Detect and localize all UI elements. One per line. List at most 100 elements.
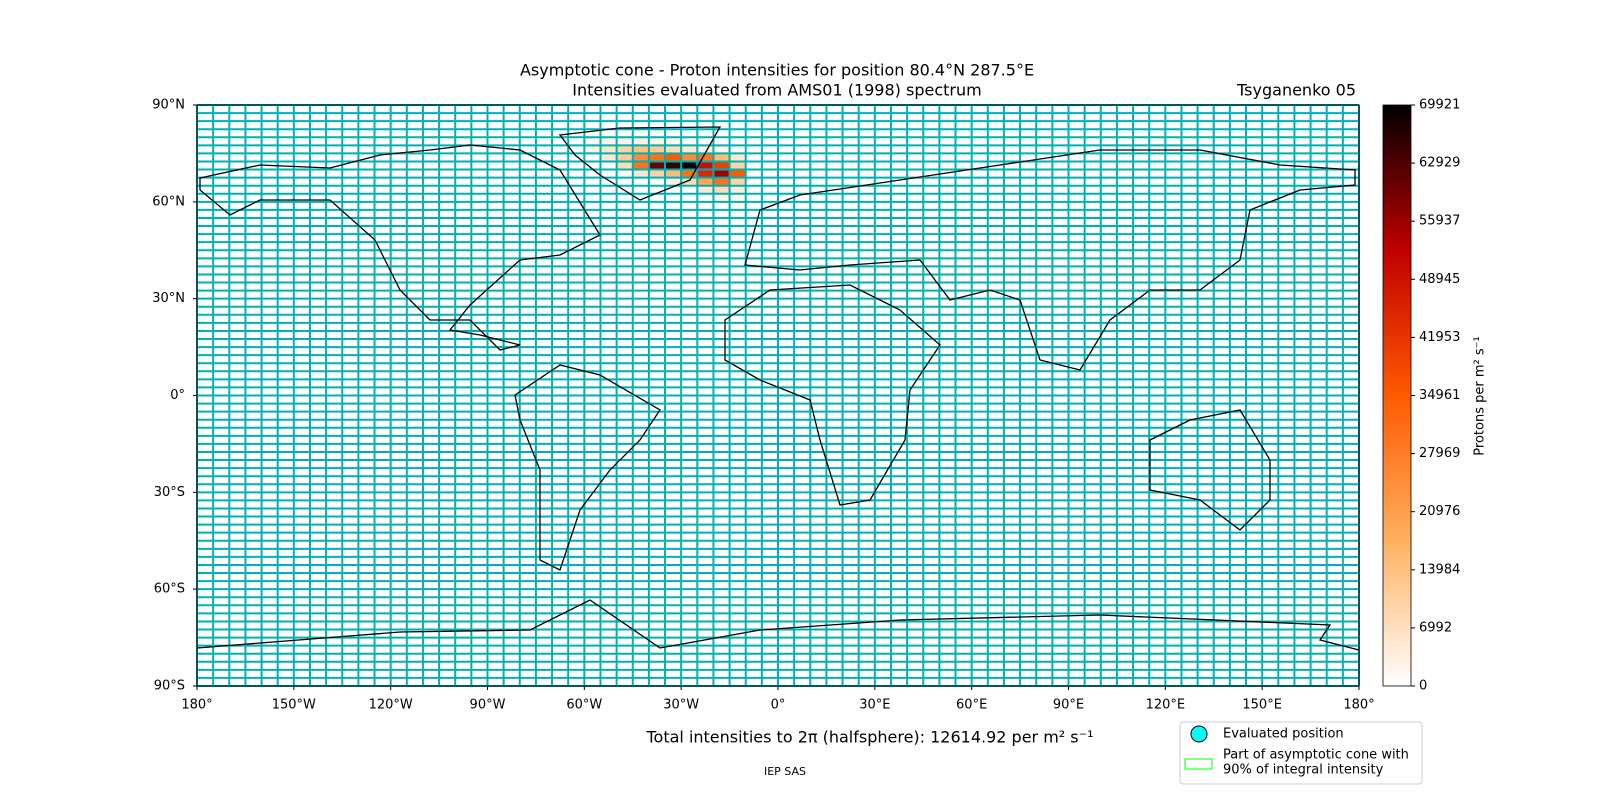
coastline — [1149, 409, 1271, 531]
heat-cell — [600, 137, 617, 146]
heat-cell — [632, 145, 649, 154]
heat-cell — [584, 137, 601, 146]
heat-cell — [584, 145, 601, 154]
heat-cell — [697, 177, 714, 186]
colorbar-tick-label: 62929 — [1419, 156, 1460, 171]
x-tick-label: 180° — [181, 698, 212, 713]
colorbar-tick-label: 55937 — [1419, 214, 1460, 229]
legend: Evaluated position Part of asymptotic co… — [1179, 721, 1423, 785]
heat-cell — [713, 169, 730, 178]
x-tick-label: 60°E — [956, 698, 987, 713]
model-label: Tsyganenko 05 — [1236, 81, 1356, 100]
grid-layer — [196, 104, 1360, 687]
heat-cell — [713, 185, 730, 194]
x-tick-label: 120°E — [1146, 698, 1186, 713]
y-tick-label: 30°N — [152, 291, 185, 306]
colorbar-tick-label: 48945 — [1419, 272, 1460, 287]
heat-cell — [713, 177, 730, 186]
heat-cell — [681, 137, 698, 146]
coastline — [744, 149, 1356, 371]
colorbar-tick-label: 34961 — [1419, 388, 1460, 403]
heat-cell — [648, 161, 666, 170]
x-tick-label: 90°W — [470, 698, 506, 713]
heat-cell — [729, 169, 746, 178]
heat-cell — [681, 153, 698, 162]
x-tick-label: 150°W — [272, 698, 316, 713]
colorbar-tick-label: 41953 — [1419, 330, 1460, 345]
y-tick-label: 90°S — [154, 679, 185, 694]
heat-cell — [632, 161, 649, 170]
heat-cell — [729, 153, 746, 162]
heat-cell — [632, 169, 649, 178]
heat-layer — [584, 137, 746, 218]
legend-label: Evaluated position — [1223, 727, 1344, 742]
x-tick-label: 90°E — [1053, 698, 1084, 713]
heat-cell — [665, 137, 682, 146]
heat-cell — [648, 169, 666, 178]
x-tick-label: 150°E — [1242, 698, 1282, 713]
x-tick-label: 30°W — [663, 698, 699, 713]
heat-cell — [665, 145, 682, 154]
heat-cell — [665, 169, 682, 178]
x-tick-label: 180° — [1343, 698, 1374, 713]
legend-marker — [1184, 758, 1213, 770]
heat-cell — [648, 145, 666, 154]
legend-label: Part of asymptotic cone with — [1223, 748, 1409, 763]
heat-cell — [713, 145, 730, 154]
heat-cell — [729, 201, 746, 210]
heat-cell — [632, 153, 649, 162]
legend-marker — [1190, 725, 1208, 743]
heat-cell — [681, 169, 698, 178]
x-tick-label: 60°W — [566, 698, 602, 713]
y-tick-label: 0° — [170, 388, 185, 403]
heat-cell — [697, 169, 714, 178]
y-tick-label: 60°N — [152, 194, 185, 209]
chart-title: Asymptotic cone - Proton intensities for… — [520, 61, 1034, 80]
coastline — [196, 599, 1360, 651]
y-tick-label: 90°N — [152, 98, 185, 113]
heat-cell — [697, 161, 714, 170]
coastline — [724, 284, 941, 506]
heat-cell — [697, 145, 714, 154]
legend-box — [1179, 721, 1423, 785]
heat-cell — [697, 185, 714, 194]
heat-cell — [681, 145, 698, 154]
heat-cell — [648, 137, 666, 146]
colorbar-label: Protons per m² s⁻¹ — [1473, 336, 1488, 455]
colorbar-tick-label: 27969 — [1419, 446, 1460, 461]
chart-subtitle: Intensities evaluated from AMS01 (1998) … — [572, 81, 981, 100]
heat-cell — [697, 153, 714, 162]
heat-cell — [600, 145, 617, 154]
x-tick-label: 30°E — [859, 698, 890, 713]
heat-cell — [729, 185, 746, 194]
heat-cell — [665, 153, 682, 162]
heat-cell — [632, 137, 649, 146]
colorbar-tick-label: 0 — [1419, 679, 1427, 694]
heat-cell — [648, 153, 666, 162]
heat-cell — [729, 193, 746, 202]
total-intensity: Total intensities to 2π (halfsphere): 12… — [645, 728, 1093, 747]
heat-cell — [600, 153, 617, 162]
coastline — [558, 126, 722, 201]
y-tick-label: 30°S — [154, 485, 185, 500]
coastlines — [196, 126, 1360, 651]
heat-cell — [713, 161, 730, 170]
heat-cell — [729, 177, 746, 186]
colorbar: 0 6992 13984 20976 27969 34961 41953 48945 55937… — [1382, 98, 1460, 694]
colorbar-body — [1382, 104, 1412, 687]
x-tick-label: 120°W — [369, 698, 413, 713]
heat-cell — [729, 161, 746, 170]
heat-cell — [616, 153, 633, 162]
heat-cell — [681, 161, 698, 170]
heat-cell — [729, 209, 746, 218]
colorbar-tick-label: 20976 — [1419, 504, 1460, 519]
heat-cell — [665, 177, 682, 186]
heat-cell — [616, 145, 633, 154]
coastline — [199, 144, 601, 351]
colorbar-tick-label: 13984 — [1419, 562, 1460, 577]
heat-cell — [616, 137, 633, 146]
heat-cell — [713, 153, 730, 162]
coastline — [514, 364, 661, 571]
heat-cell — [681, 177, 698, 186]
